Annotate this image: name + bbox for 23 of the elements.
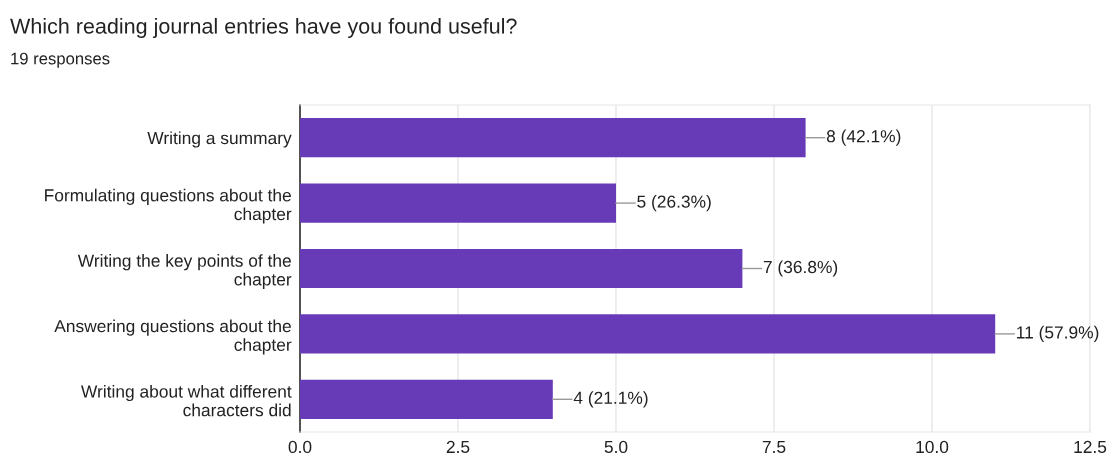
data-label: 11 (57.9%) — [1017, 325, 1099, 342]
x-tick-label: 5.0 — [604, 440, 628, 454]
bar — [300, 183, 616, 223]
y-tick-label: Writing a summary — [147, 131, 292, 148]
y-tick-label: Formulating questions about the chapter — [45, 188, 292, 224]
y-tick-label: Writing about what different characters did — [81, 384, 292, 417]
y-tick-label: Writing the key points of the chapter — [77, 254, 292, 289]
data-label: 4 (21.1%) — [573, 391, 648, 408]
chart-title: Which reading journal entries have you found useful? — [10, 17, 517, 39]
x-tick-label: 12.5 — [1074, 440, 1107, 454]
data-label: 8 (42.1%) — [826, 129, 901, 146]
bar — [300, 314, 996, 354]
x-tick-label: 10.0 — [916, 440, 949, 454]
y-tick-label: Answering questions about the chapter — [54, 319, 292, 355]
data-label: 7 (36.8%) — [763, 260, 838, 277]
bar — [300, 248, 743, 289]
text: 19 responses — [11, 52, 110, 68]
x-tick-label: 2.5 — [446, 440, 470, 454]
bar — [300, 118, 806, 158]
bar — [300, 379, 553, 419]
x-tick-label: 0.0 — [288, 440, 312, 454]
data-label: 5 (26.3%) — [637, 195, 711, 212]
x-tick-label: 7.5 — [762, 440, 786, 454]
